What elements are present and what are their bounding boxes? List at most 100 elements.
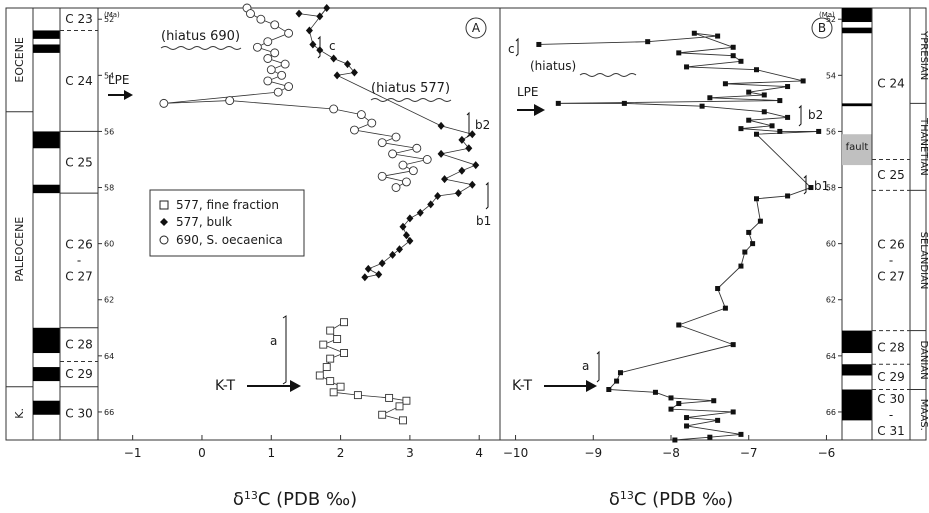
legend-box — [149, 189, 305, 257]
y-tick-label-a: 60 — [104, 240, 114, 249]
x-axis-title-b: δ13C (PDB ‰) — [609, 489, 733, 511]
point-diamond-577 — [402, 231, 410, 240]
panel-b-letter: B — [818, 21, 826, 35]
point-circle-690 — [329, 104, 339, 114]
point-square-b — [614, 378, 620, 384]
point-circle-690 — [422, 155, 432, 164]
point-square-b — [761, 109, 767, 115]
series-marks-a — [159, 3, 480, 425]
point-square-b — [668, 395, 674, 401]
point-square-b — [707, 95, 713, 101]
point-circle-690 — [356, 110, 366, 120]
point-diamond-577 — [378, 259, 386, 268]
x-axis-title-a: δ13C (PDB ‰) — [233, 489, 357, 511]
annotation-c-panel-a: c — [329, 39, 336, 53]
point-square-b — [699, 103, 705, 109]
hiatus-690-wave — [160, 46, 242, 50]
series-line-a — [298, 7, 477, 278]
annotation-hiatus-b: (hiatus) — [530, 59, 576, 73]
x-tick-label-a: −1 — [124, 446, 142, 460]
point-circle-690 — [225, 96, 235, 106]
chron-label-a: C 27 — [65, 269, 92, 283]
bracket-b1-panel-a — [485, 181, 489, 210]
point-square-b — [722, 81, 728, 87]
annotation-b1-panel-a: b1 — [476, 214, 491, 228]
polarity-bar-a — [33, 131, 60, 149]
y-tick-label-b: 54 — [826, 71, 836, 80]
annotation-lpe-b: LPE — [517, 85, 539, 99]
point-square-577-fine — [329, 388, 338, 397]
point-diamond-577 — [323, 4, 331, 12]
chron-label-b: - — [889, 253, 893, 267]
point-circle-690 — [270, 48, 280, 58]
chron-label-b: - — [889, 408, 893, 422]
polarity-bar-b — [842, 364, 872, 376]
point-diamond-577 — [454, 189, 462, 198]
point-square-b — [808, 185, 814, 191]
annotation-c-panel-b: c — [508, 42, 515, 56]
chron-label-a: C 24 — [65, 74, 92, 88]
point-diamond-577 — [472, 161, 480, 170]
point-square-b — [722, 305, 728, 311]
polarity-bars-b: fault — [842, 8, 910, 421]
point-square-b — [785, 84, 791, 90]
x-tick-label-a: 1 — [267, 446, 275, 460]
point-diamond-577 — [330, 54, 338, 63]
epoch-label-a: PALEOCENE — [13, 217, 26, 282]
hiatus-577-wave — [370, 98, 452, 102]
y-tick-label-a: 54 — [104, 71, 114, 80]
point-diamond-577 — [437, 121, 445, 130]
point-diamond-577 — [468, 180, 476, 189]
polarity-bar-b — [842, 8, 872, 23]
chron-label-a: C 30 — [65, 406, 92, 420]
polarity-bars-a — [33, 30, 60, 415]
x-tick-label-b: −8 — [662, 446, 680, 460]
point-circle-690 — [280, 59, 290, 69]
point-square-b — [676, 322, 682, 328]
x-tick-label-b: −9 — [584, 446, 602, 460]
point-square-577-fine — [340, 318, 349, 327]
y-tick-label-a: 66 — [104, 408, 114, 417]
chron-label-b: C 30 — [877, 392, 904, 406]
y-tick-label-a: 62 — [104, 296, 114, 305]
point-square-b — [715, 286, 721, 292]
point-circle-690 — [401, 177, 411, 187]
y-tick-label-b: 58 — [826, 184, 836, 193]
point-square-577-fine — [322, 363, 331, 372]
fault-label: fault — [846, 142, 869, 153]
point-square-577-fine — [399, 416, 407, 425]
point-diamond-577 — [350, 68, 358, 77]
point-square-b — [746, 117, 752, 123]
annotation-hiatus-577: (hiatus 577) — [371, 81, 450, 96]
point-circle-690 — [398, 160, 408, 170]
point-square-b — [652, 389, 658, 395]
series-lines-b — [538, 32, 819, 441]
epoch-bands-a: EOCENE PALEOCENE K. — [6, 37, 33, 419]
chron-label-a: - — [77, 253, 81, 267]
annotation-kt-a: K-T — [215, 378, 235, 394]
point-square-577-fine — [315, 371, 324, 380]
point-square-b — [684, 415, 690, 421]
point-diamond-577 — [427, 200, 435, 209]
point-square-b — [738, 126, 744, 132]
series-line-a — [319, 321, 408, 421]
point-diamond-577 — [295, 9, 303, 18]
point-circle-690 — [349, 125, 359, 135]
kt-arrowhead-a — [290, 380, 301, 392]
chron-label-a: C 23 — [65, 12, 92, 26]
polarity-bar-a — [33, 44, 60, 53]
point-diamond-577 — [344, 60, 352, 69]
annotation-a-panel-a: a — [270, 334, 277, 348]
point-square-b — [645, 39, 651, 45]
polarity-bar-a — [33, 30, 60, 39]
point-square-b — [684, 423, 690, 429]
fault-zone-b — [842, 134, 872, 166]
point-square-b — [684, 64, 690, 70]
axes-b: −10 −9 −8 −7 −6 52 54 56 58 60 62 64 66 — [503, 15, 842, 460]
bracket-c-panel-a — [317, 35, 321, 59]
chron-label-b: C 24 — [877, 77, 904, 91]
point-square-577-fine — [378, 410, 387, 419]
point-diamond-577 — [441, 175, 449, 184]
kt-arrowhead-b — [586, 380, 597, 392]
point-diamond-577 — [305, 26, 313, 35]
